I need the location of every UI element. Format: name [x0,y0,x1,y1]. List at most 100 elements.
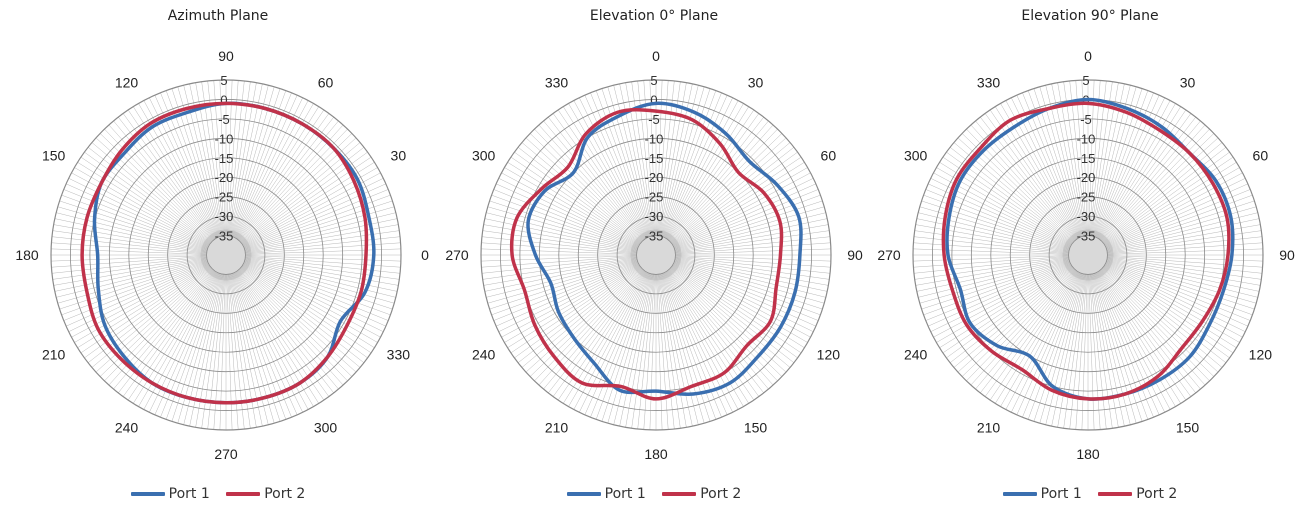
radial-tick-label: 0 [650,92,657,107]
angle-label: 90 [1279,247,1295,263]
angle-label: 0 [1084,48,1092,64]
series-line-port-2 [509,108,784,401]
legend-item-port-1: Port 1 [566,486,646,502]
elevation-0-plane-chart: Elevation 0° Plane 5 0 -5 -10 -15 -20 -25 -30 -3… [436,0,872,508]
chart-title: Elevation 0° Plane [589,8,719,24]
ring-gridline [990,157,1186,353]
legend-label: Port 1 [604,486,646,502]
legend-swatch [226,492,261,496]
center-hub [1062,229,1114,281]
radial-tick-label: -10 [1077,131,1096,146]
angle-label: 90 [847,247,863,263]
radial-tick-label: -5 [648,112,660,127]
legend-item-port-1: Port 1 [130,486,210,502]
angle-label: 270 [445,247,469,263]
radial-tick-label: -15 [215,151,234,166]
legend: Port 1 Port 2 [872,484,1307,502]
radial-tick-label: -25 [1077,190,1096,205]
chart-title: Elevation 90° Plane [1021,8,1159,24]
ring-gridline [1048,215,1128,295]
ring-gridline [951,118,1225,392]
radial-tick-label: -35 [215,229,234,244]
legend: Port 1 Port 2 [0,484,436,502]
ring-gridline [128,157,324,353]
angle-label: 120 [1249,347,1273,363]
angle-label: 150 [1176,419,1200,435]
radial-tick-label: -5 [1080,112,1092,127]
legend-label: Port 1 [168,486,210,502]
angle-label: 0 [421,247,429,263]
series-line-port-2 [80,101,369,405]
angle-label: 120 [817,347,841,363]
legend-item-port-2: Port 2 [226,486,305,502]
angle-label: 30 [748,75,764,91]
angle-label: 300 [472,148,496,164]
ring-gridline [206,235,246,275]
ring-gridline [147,176,305,334]
legend-label: Port 2 [264,486,306,502]
angle-label: 240 [115,419,139,435]
angle-label: 90 [218,48,234,64]
angle-label: 60 [318,75,334,91]
angle-label: 300 [314,419,338,435]
legend-label: Port 1 [1040,486,1082,502]
ring-gridline [1068,235,1108,275]
ring-gridline [89,118,363,392]
radial-tick-label: -30 [215,209,234,224]
angle-label: 180 [15,247,39,263]
radial-tick-label: -15 [1077,151,1096,166]
ring-gridline [186,215,266,295]
legend-swatch [566,492,601,496]
ring-gridline [500,99,812,411]
radial-tick-label: -35 [1077,229,1096,244]
ring-gridline [70,99,382,411]
angle-label: 210 [977,419,1001,435]
angle-label: 30 [1180,75,1196,91]
ring-gridline [970,137,1206,373]
angle-label: 270 [214,446,238,462]
angle-label: 60 [1253,148,1269,164]
legend-swatch [1002,492,1037,496]
radial-tick-label: -15 [645,151,664,166]
ring-gridline [480,79,832,431]
radial-tick-label: -20 [1077,170,1096,185]
angle-label: 210 [42,347,66,363]
legend-label: Port 2 [1136,486,1178,502]
legend-item-port-2: Port 2 [662,486,741,502]
radial-tick-label: -30 [1077,209,1096,224]
series-line-port-1 [526,101,803,397]
radial-tick-label: -25 [215,190,234,205]
legend-item-port-1: Port 1 [1002,486,1082,502]
legend: Port 1 Port 2 [436,484,872,502]
ring-gridline [577,176,735,334]
center-hub [630,229,682,281]
angle-label: 180 [1076,446,1100,462]
ring-gridline [167,196,285,314]
angle-label: 210 [545,419,569,435]
ring-gridline [636,235,676,275]
angle-label: 330 [545,75,569,91]
angle-label: 120 [115,75,139,91]
angle-label: 330 [387,347,411,363]
ring-gridline [616,215,696,295]
angle-label: 0 [652,48,660,64]
polar-plot: 50-5-10-15-20-25-30-35030609012015018021… [15,48,429,462]
radial-tick-label: -35 [645,229,664,244]
angle-label: 180 [644,446,668,462]
angle-label: 60 [821,148,837,164]
center-hub [200,229,252,281]
radial-tick-label: -10 [645,131,664,146]
angle-label: 240 [472,347,496,363]
legend-swatch [130,492,165,496]
ring-gridline [1029,196,1147,314]
polar-plot: 50-5-10-15-20-25-30-35030609012015018021… [877,48,1295,462]
radial-tick-label: -10 [215,131,234,146]
chart-title: Azimuth Plane [167,8,269,24]
radial-tick-label: -25 [645,190,664,205]
angle-label: 240 [904,347,928,363]
ring-gridline [108,137,344,373]
ring-gridline [538,137,774,373]
legend-label: Port 2 [700,486,742,502]
radial-tick-label: -20 [215,170,234,185]
legend-item-port-2: Port 2 [1098,486,1177,502]
